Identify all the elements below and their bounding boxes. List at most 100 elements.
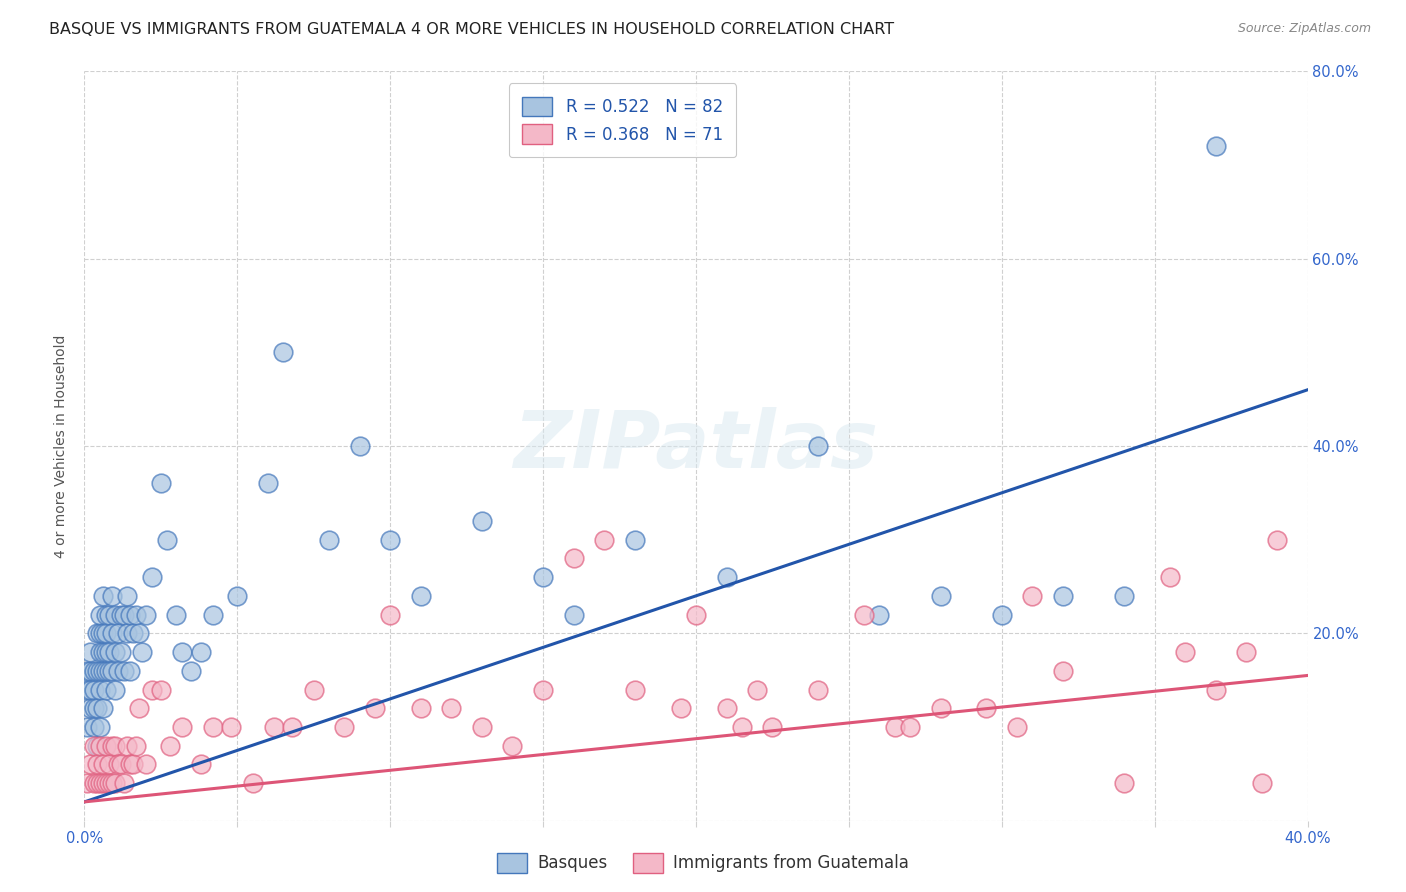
Point (115, 739, 138, 753)
Point (89, 776, 111, 790)
Point (89, 664, 111, 678)
Point (172, 645, 194, 659)
Point (104, 682, 127, 697)
Point (101, 626, 124, 640)
Point (1174, 645, 1197, 659)
Point (172, 720, 194, 734)
Point (97, 664, 120, 678)
Point (1205, 682, 1227, 697)
Point (471, 514, 494, 528)
Point (94, 626, 117, 640)
Point (593, 533, 616, 547)
Point (79, 757, 101, 772)
Point (89, 720, 111, 734)
Point (135, 607, 157, 622)
Point (122, 757, 145, 772)
Point (531, 682, 554, 697)
Text: BASQUE VS IMMIGRANTS FROM GUATEMALA 4 OR MORE VEHICLES IN HOUSEHOLD CORRELATION : BASQUE VS IMMIGRANTS FROM GUATEMALA 4 OR… (49, 22, 894, 37)
Point (83, 776, 105, 790)
Point (91, 701, 114, 715)
Point (94, 607, 117, 622)
Point (349, 439, 371, 453)
Point (128, 626, 150, 640)
Point (281, 720, 304, 734)
Point (94, 664, 117, 678)
Point (107, 664, 129, 678)
Point (364, 701, 387, 715)
Point (716, 570, 738, 584)
Point (976, 701, 998, 715)
Point (104, 607, 127, 622)
Point (807, 682, 830, 697)
Point (156, 533, 179, 547)
Point (761, 720, 783, 734)
Point (226, 589, 249, 603)
Point (685, 607, 707, 622)
Point (83, 720, 105, 734)
Point (104, 739, 127, 753)
Point (380, 533, 402, 547)
Point (1114, 589, 1136, 603)
Point (201, 720, 224, 734)
Point (101, 589, 124, 603)
Point (122, 626, 145, 640)
Point (112, 776, 135, 790)
Point (79, 645, 101, 659)
Point (94, 776, 117, 790)
Point (898, 720, 921, 734)
Point (112, 664, 135, 678)
Point (131, 645, 153, 659)
Point (89, 626, 111, 640)
Point (135, 757, 157, 772)
Point (86, 701, 108, 715)
Point (318, 533, 340, 547)
Point (115, 626, 138, 640)
Point (91, 757, 114, 772)
Point (97, 776, 120, 790)
Point (89, 682, 111, 697)
Point (97, 645, 120, 659)
Point (1021, 589, 1043, 603)
Point (409, 701, 432, 715)
Point (440, 701, 463, 715)
Point (89, 645, 111, 659)
Point (79, 664, 101, 678)
Point (110, 757, 132, 772)
Point (76, 776, 98, 790)
Point (201, 607, 224, 622)
Point (624, 533, 647, 547)
Text: Source: ZipAtlas.com: Source: ZipAtlas.com (1237, 22, 1371, 36)
Point (101, 739, 124, 753)
Point (104, 776, 127, 790)
Point (86, 757, 108, 772)
Point (333, 720, 356, 734)
Point (110, 607, 132, 622)
Point (83, 664, 105, 678)
Point (1205, 139, 1227, 153)
Point (86, 776, 108, 790)
Point (91, 776, 114, 790)
Point (409, 589, 432, 603)
Point (125, 607, 148, 622)
Point (149, 476, 172, 491)
Point (669, 701, 692, 715)
Point (101, 664, 124, 678)
Point (1159, 570, 1181, 584)
Point (149, 682, 172, 697)
Point (263, 720, 285, 734)
Point (257, 476, 280, 491)
Point (1265, 533, 1288, 547)
Point (807, 439, 830, 453)
Point (86, 664, 108, 678)
Point (94, 739, 117, 753)
Point (624, 682, 647, 697)
Point (190, 645, 212, 659)
Point (180, 664, 202, 678)
Point (91, 664, 114, 678)
Point (242, 776, 264, 790)
Point (991, 607, 1014, 622)
Point (853, 607, 876, 622)
Point (91, 645, 114, 659)
Point (869, 607, 891, 622)
Point (120, 607, 142, 622)
